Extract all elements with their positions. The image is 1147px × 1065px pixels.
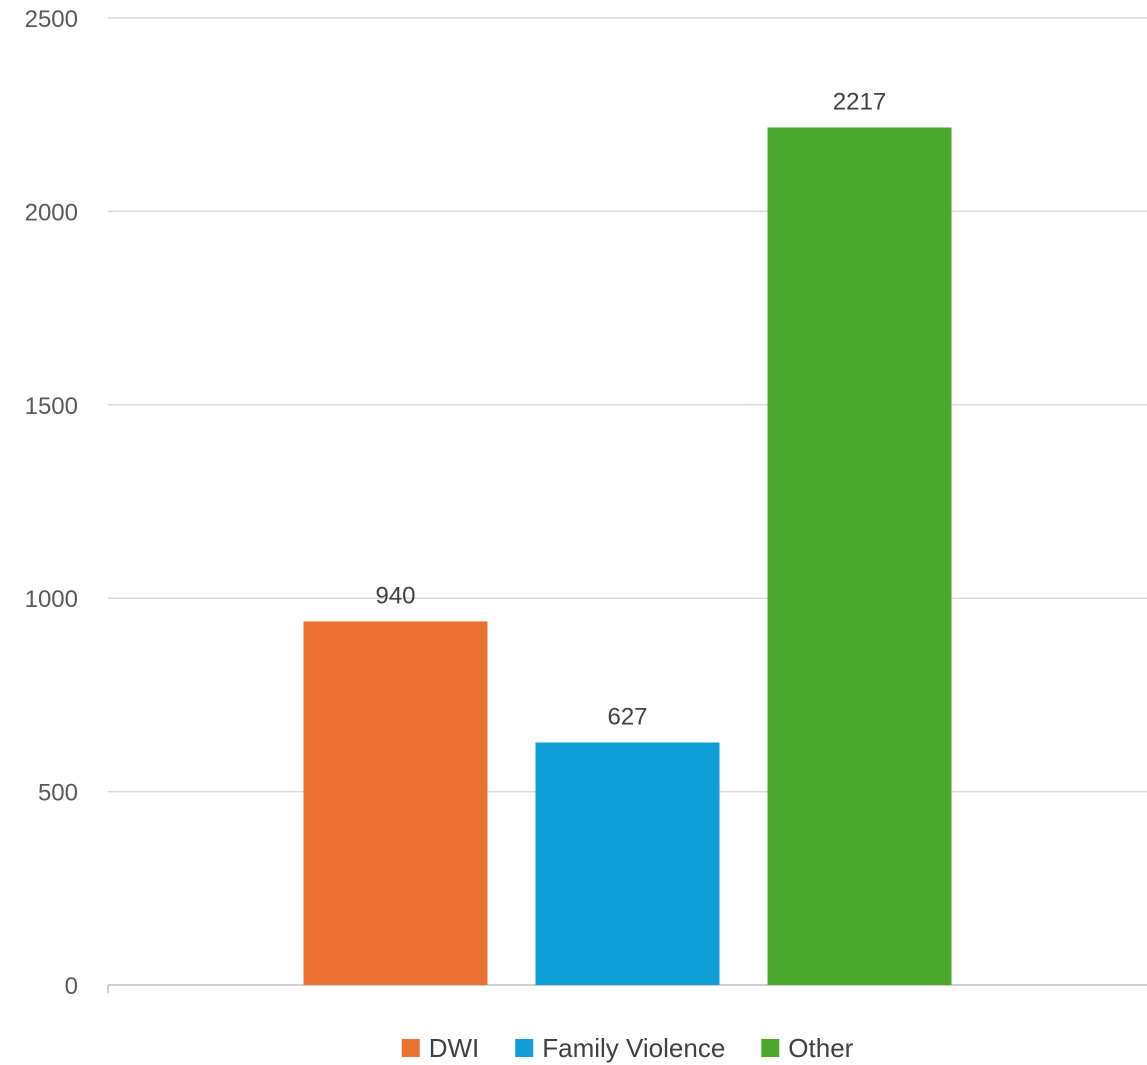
legend-label-dwi: DWI — [429, 1033, 480, 1063]
y-tick-label: 2500 — [25, 6, 78, 33]
bar-other — [767, 127, 952, 985]
bar-dwi — [303, 621, 488, 985]
data-label-family-violence: 627 — [607, 703, 647, 730]
bar-family-violence — [535, 742, 720, 985]
legend-swatch-other — [761, 1039, 780, 1057]
legend: DWI Family Violence Other — [401, 1033, 854, 1063]
y-tick-label: 1500 — [25, 393, 78, 420]
y-axis-tick-labels: 0 500 1000 1500 2000 2500 — [25, 6, 78, 1000]
legend-swatch-dwi — [401, 1039, 420, 1057]
data-labels: 940 627 2217 — [375, 88, 886, 730]
data-label-dwi: 940 — [375, 582, 415, 609]
data-label-other: 2217 — [833, 88, 886, 115]
legend-swatch-family-violence — [515, 1039, 534, 1057]
y-tick-label: 1000 — [25, 586, 78, 613]
bars — [303, 127, 952, 985]
y-tick-label: 2000 — [25, 199, 78, 226]
y-tick-label: 500 — [38, 780, 78, 807]
y-tick-label: 0 — [65, 973, 78, 1000]
legend-label-other: Other — [788, 1033, 853, 1063]
legend-label-family-violence: Family Violence — [542, 1033, 725, 1063]
